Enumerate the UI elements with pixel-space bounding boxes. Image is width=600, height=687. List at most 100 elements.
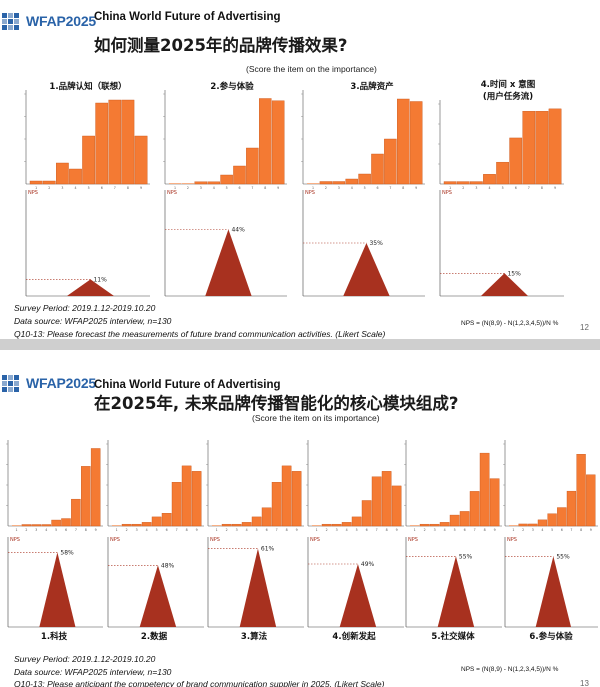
x-tick-label: 6 xyxy=(376,186,378,190)
bar xyxy=(81,466,91,527)
x-tick-label: 6 xyxy=(561,528,563,532)
nps-chart: NPS 55% xyxy=(405,537,502,628)
bar xyxy=(321,523,332,527)
bar xyxy=(319,181,333,185)
x-tick-label: 2 xyxy=(462,186,464,190)
nps-formula: NPS = (N(8,9) - N(1,2,3,4,5))/N % xyxy=(461,666,559,673)
bar xyxy=(151,516,162,527)
x-tick-label: 4 xyxy=(488,186,490,190)
x-tick-label: 9 xyxy=(396,528,398,532)
nps-axis-label: NPS xyxy=(210,537,220,543)
x-tick-label: 1 xyxy=(512,528,514,532)
nps-axis-label: NPS xyxy=(442,190,452,196)
nps-chart: NPS 61% xyxy=(207,537,304,628)
x-tick-label: 4 xyxy=(444,528,446,532)
nps-axis-label: NPS xyxy=(167,190,177,196)
x-tick-label: 1 xyxy=(116,528,118,532)
x-tick-label: 3 xyxy=(236,528,238,532)
x-tick-label: 9 xyxy=(590,528,592,532)
bar xyxy=(479,452,490,527)
bar xyxy=(194,181,208,185)
bar xyxy=(470,181,483,185)
chart-title: 1.科技 xyxy=(40,632,68,642)
x-tick-label: 5 xyxy=(356,528,358,532)
x-tick-label: 3 xyxy=(336,528,338,532)
bar xyxy=(169,183,182,184)
survey-period: Survey Period: 2019.1.12-2019.10.20 xyxy=(14,654,156,664)
x-tick-label: 8 xyxy=(484,528,486,532)
bar-chart: 1 2 3 4 5 6 7 8 9 xyxy=(163,90,287,190)
chart-title: 3.算法 xyxy=(240,632,268,642)
bar xyxy=(134,135,148,185)
x-tick-label: 9 xyxy=(296,528,298,532)
bar-chart: 1 2 3 4 5 6 7 8 9 xyxy=(503,440,598,532)
nps-triangle xyxy=(239,548,277,627)
x-tick-label: 5 xyxy=(55,528,57,532)
bar xyxy=(271,100,285,185)
x-tick-label: 4 xyxy=(541,528,543,532)
survey-period: Survey Period: 2019.1.12-2019.10.20 xyxy=(14,303,156,313)
bar xyxy=(281,465,292,527)
nps-chart: NPS 44% xyxy=(164,190,287,297)
bar xyxy=(384,138,397,185)
bar xyxy=(443,181,457,185)
bar xyxy=(231,523,242,527)
bar xyxy=(459,511,470,527)
bar xyxy=(259,98,272,185)
nps-value-label: 48% xyxy=(161,562,175,569)
bar xyxy=(489,478,500,527)
x-tick-label: 6 xyxy=(166,528,168,532)
logo-text: WFAP2025 xyxy=(26,375,96,391)
x-tick-label: 5 xyxy=(226,186,228,190)
x-tick-label: 8 xyxy=(186,528,188,532)
x-tick-label: 7 xyxy=(176,528,178,532)
x-tick-label: 1 xyxy=(312,186,314,190)
nps-value-label: 15% xyxy=(507,270,521,277)
x-tick-label: 7 xyxy=(276,528,278,532)
bar xyxy=(69,168,82,185)
bar xyxy=(12,525,22,526)
x-tick-label: 4 xyxy=(74,186,76,190)
x-tick-label: 8 xyxy=(85,528,87,532)
nps-value-label: 55% xyxy=(459,553,473,560)
x-tick-label: 2 xyxy=(187,186,189,190)
bar xyxy=(56,162,69,185)
bar xyxy=(449,514,460,527)
chart-title: 2.参与体验 xyxy=(210,82,254,92)
data-source: Data source: WFAP2025 interview, n=130 xyxy=(14,316,172,326)
nps-triangle xyxy=(139,565,177,627)
bar xyxy=(29,180,43,185)
chart-title: 2.数据 xyxy=(140,632,168,642)
nps-formula: NPS = (N(8,9) - N(1,2,3,4,5))/N % xyxy=(461,320,559,327)
nps-chart: NPS 55% xyxy=(504,537,598,628)
bar xyxy=(358,173,371,185)
x-tick-label: 7 xyxy=(570,528,572,532)
x-tick-label: 8 xyxy=(264,186,266,190)
x-tick-label: 2 xyxy=(522,528,524,532)
brand-name: China World Future of Advertising xyxy=(94,11,281,23)
nps-value-label: 35% xyxy=(369,240,383,247)
bar xyxy=(429,523,440,527)
x-tick-label: 1 xyxy=(216,528,218,532)
x-tick-label: 6 xyxy=(515,186,517,190)
x-tick-label: 3 xyxy=(338,186,340,190)
bar xyxy=(31,524,42,527)
nps-value-label: 58% xyxy=(60,549,74,556)
x-tick-label: 7 xyxy=(389,186,391,190)
chart-title: 4.时间 x 意图 xyxy=(480,80,536,90)
page-subtitle: (Score the item on its importance) xyxy=(252,413,380,423)
nps-triangle xyxy=(66,279,115,296)
bar xyxy=(381,471,392,527)
bar xyxy=(409,101,423,185)
x-tick-label: 4 xyxy=(351,186,353,190)
bar xyxy=(351,516,362,527)
nps-triangle xyxy=(437,556,475,627)
bar xyxy=(535,111,549,185)
bar xyxy=(233,165,246,185)
bar xyxy=(509,137,523,185)
x-tick-label: 7 xyxy=(528,186,530,190)
page-number: 12 xyxy=(580,323,589,332)
nps-value-label: 61% xyxy=(261,546,275,553)
bar xyxy=(345,178,358,185)
